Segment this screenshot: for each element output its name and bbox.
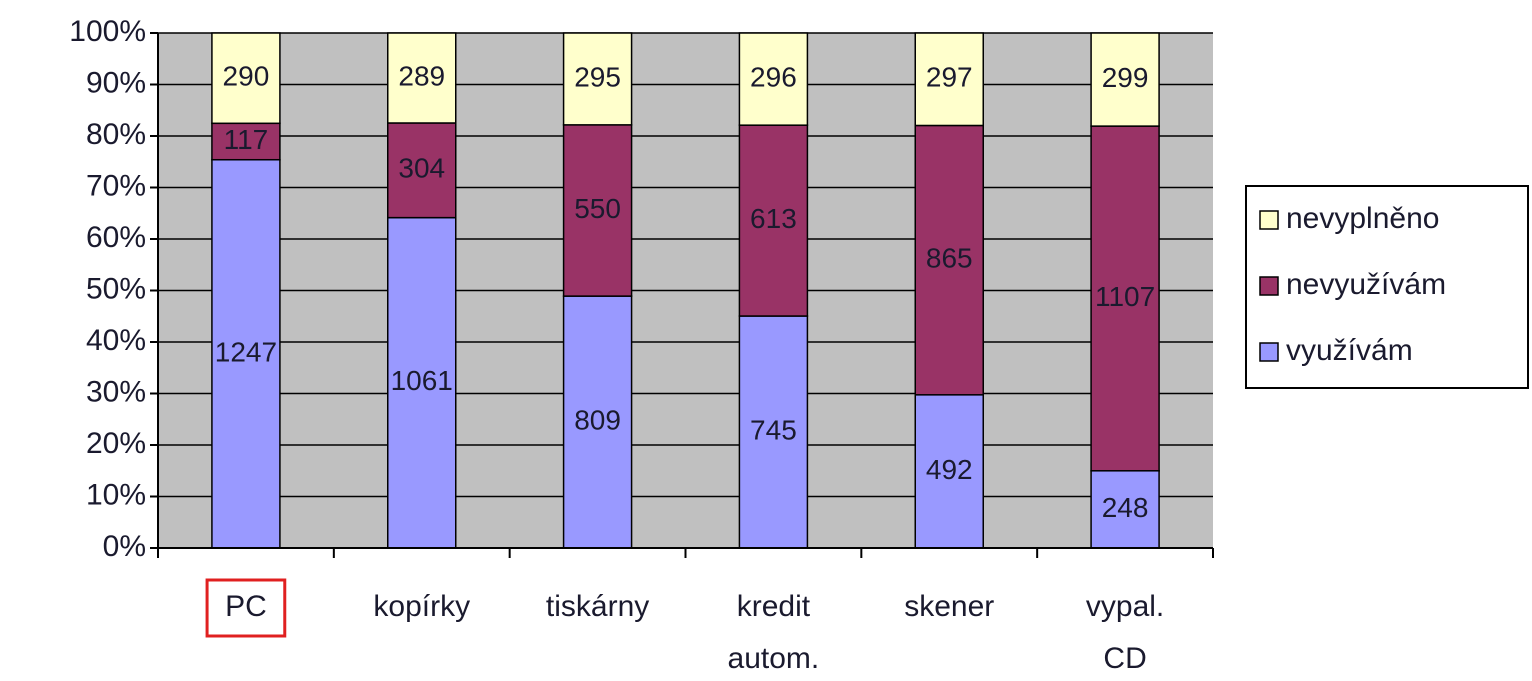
bar-segment	[914, 394, 984, 549]
legend-label: nevyužívám	[1286, 268, 1446, 301]
y-tick-label: 50%	[86, 272, 146, 305]
y-tick-label: 20%	[86, 427, 146, 460]
bar-segment	[211, 32, 281, 125]
x-tick-label: kopírky	[373, 590, 470, 623]
legend-swatch	[1259, 276, 1279, 296]
y-tick-label: 90%	[86, 66, 146, 99]
y-tick-label: 70%	[86, 169, 146, 202]
y-tick-label: 30%	[86, 375, 146, 408]
y-tick-label: 60%	[86, 221, 146, 254]
legend-swatch	[1259, 210, 1279, 230]
data-label: 304	[398, 153, 445, 184]
legend-swatch	[1259, 342, 1279, 362]
data-label: 745	[750, 414, 797, 445]
data-label: 1061	[391, 365, 453, 396]
x-tick-label: tiskárny	[546, 590, 649, 623]
x-tick-label: skener	[904, 590, 994, 623]
legend-label: nevyplněno	[1286, 202, 1439, 235]
y-tick-label: 10%	[86, 478, 146, 511]
bar-segment	[562, 124, 633, 297]
y-tick-label: 40%	[86, 324, 146, 357]
x-tick-label: vypal. CD	[1086, 590, 1164, 675]
y-tick-label: 0%	[103, 530, 146, 563]
data-label: 296	[750, 61, 797, 92]
data-label: 865	[926, 243, 973, 274]
bar-segment	[562, 32, 633, 126]
bar-segment	[738, 124, 809, 317]
y-tick-label: 80%	[86, 118, 146, 151]
legend-label: využívám	[1286, 334, 1413, 367]
data-label: 809	[574, 404, 621, 435]
data-label: 492	[926, 454, 973, 485]
data-label: 248	[1102, 492, 1149, 523]
bar-segment	[914, 32, 984, 127]
x-tick-label: PC	[225, 590, 267, 623]
data-label: 290	[223, 61, 270, 92]
bar-segment	[562, 295, 633, 549]
data-label: 613	[750, 203, 797, 234]
bar-segment	[387, 32, 457, 124]
data-label: 1247	[215, 336, 277, 367]
legend	[1245, 185, 1529, 389]
bar-segment	[387, 122, 457, 219]
highlight-box	[205, 578, 287, 638]
bar-segment	[387, 216, 457, 549]
data-label: 289	[398, 60, 445, 91]
y-tick-label: 100%	[69, 15, 146, 48]
data-label: 297	[926, 62, 973, 93]
data-label: 1107	[1095, 281, 1155, 312]
data-label: 117	[224, 124, 269, 155]
bar-segment	[211, 122, 281, 161]
data-label: 295	[574, 61, 621, 92]
bar-segment	[1090, 32, 1160, 127]
data-label: 299	[1102, 62, 1149, 93]
x-tick-label: kredit autom.	[728, 590, 820, 675]
bar-segment	[914, 124, 984, 396]
bar-segment	[738, 32, 809, 126]
data-label: 550	[574, 193, 621, 224]
